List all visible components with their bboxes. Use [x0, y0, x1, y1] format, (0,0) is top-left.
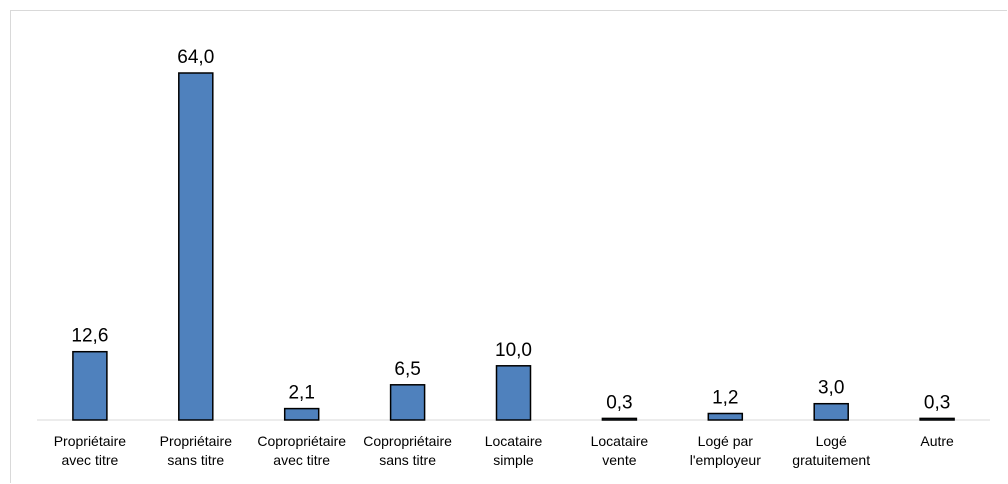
- data-label-2: 2,1: [288, 383, 314, 404]
- x-tick-label-6-0: Logé par: [698, 433, 754, 449]
- bar-0: [72, 350, 108, 421]
- x-tick-label-5-1: vente: [602, 452, 636, 468]
- x-tick-label-2-1: avec titre: [273, 452, 330, 468]
- bar-5: [601, 417, 638, 421]
- data-label-6: 1,2: [712, 388, 738, 409]
- x-tick-label-8-0: Autre: [920, 433, 954, 449]
- x-tick-label-3-0: Copropriétaire: [363, 433, 452, 449]
- bar-8: [919, 417, 955, 421]
- data-label-5: 0,3: [606, 392, 632, 413]
- x-tick-label-7-1: gratuitement: [792, 452, 870, 468]
- x-tick-label-4-1: simple: [493, 452, 534, 468]
- data-label-3: 6,5: [394, 359, 420, 380]
- x-tick-label-0-0: Propriétaire: [54, 433, 127, 449]
- chart-frame: [10, 10, 1007, 483]
- bar-2: [283, 407, 320, 421]
- x-tick-label-1-0: Propriétaire: [160, 433, 233, 449]
- x-tick-label-1-1: sans titre: [167, 452, 224, 468]
- bar-6: [707, 412, 744, 421]
- data-label-8: 0,3: [924, 392, 950, 413]
- bar-1: [178, 72, 214, 421]
- x-tick-label-6-1: l'employeur: [690, 452, 761, 468]
- x-tick-label-2-0: Copropriétaire: [257, 433, 346, 449]
- data-label-7: 3,0: [818, 378, 844, 399]
- data-label-1: 64,0: [177, 47, 214, 68]
- x-tick-label-3-1: sans titre: [379, 452, 436, 468]
- bar-3: [389, 384, 426, 421]
- x-tick-label-0-1: avec titre: [61, 452, 118, 468]
- data-label-0: 12,6: [71, 326, 108, 347]
- bar-7: [813, 402, 849, 421]
- x-tick-label-5-0: Locataire: [591, 433, 649, 449]
- x-tick-label-7-0: Logé: [816, 433, 847, 449]
- x-tick-label-4-0: Locataire: [485, 433, 543, 449]
- data-label-4: 10,0: [495, 340, 532, 361]
- bar-4: [495, 365, 532, 421]
